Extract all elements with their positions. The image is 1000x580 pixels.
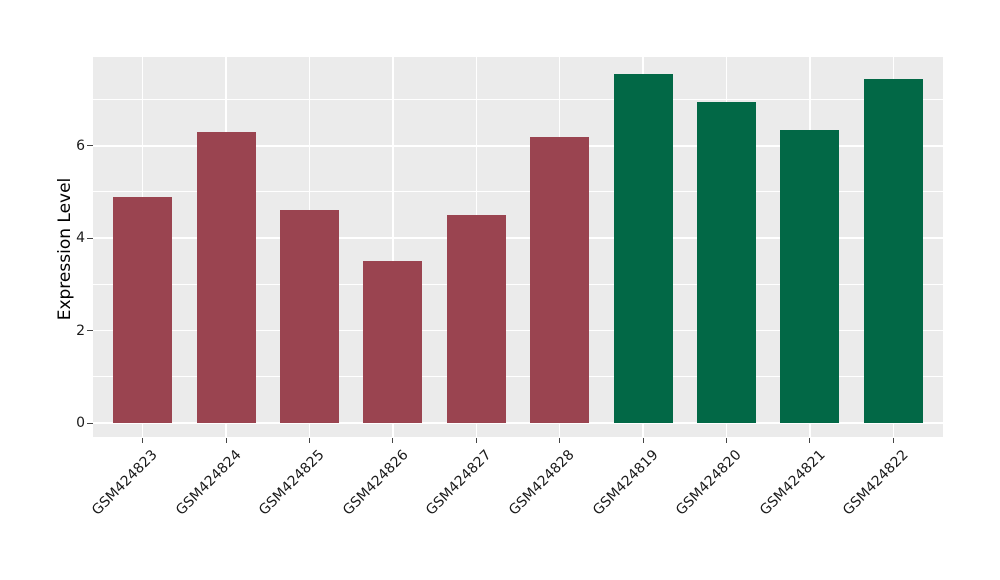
y-tick-label: 0 bbox=[76, 415, 85, 432]
plot-area bbox=[93, 57, 943, 437]
x-tick-label: GSM424825 bbox=[256, 447, 328, 519]
gridline-h-major bbox=[93, 329, 943, 332]
bar bbox=[530, 136, 590, 424]
x-tick-mark bbox=[809, 438, 811, 443]
y-tick-mark bbox=[87, 237, 93, 239]
y-tick-label: 2 bbox=[76, 322, 85, 339]
y-tick-mark bbox=[87, 330, 93, 332]
x-tick-mark bbox=[725, 438, 728, 443]
x-tick-label: GSM424820 bbox=[673, 447, 745, 519]
bar bbox=[196, 131, 256, 424]
x-tick-label: GSM424828 bbox=[506, 447, 579, 519]
bar bbox=[446, 215, 506, 424]
x-tick-mark bbox=[559, 438, 561, 443]
gridline-h-minor bbox=[93, 376, 943, 378]
x-tick-label: GSM424822 bbox=[840, 447, 912, 519]
x-tick-mark bbox=[475, 438, 477, 443]
y-tick-mark bbox=[87, 422, 93, 424]
x-tick-label: GSM424827 bbox=[423, 447, 495, 519]
x-tick-mark bbox=[392, 438, 394, 443]
bar bbox=[697, 101, 756, 424]
bar bbox=[113, 196, 173, 424]
x-tick-mark bbox=[308, 438, 311, 443]
bar bbox=[613, 74, 673, 424]
y-axis-label: Expression Level bbox=[55, 177, 75, 321]
gridline-h-minor bbox=[93, 191, 943, 193]
y-tick-label: 4 bbox=[76, 230, 85, 247]
x-tick-label: GSM424823 bbox=[89, 447, 162, 519]
gridline-h-major bbox=[93, 145, 943, 147]
bar bbox=[280, 210, 339, 424]
bar bbox=[780, 129, 840, 424]
x-tick-label: GSM424824 bbox=[172, 447, 245, 519]
x-tick-mark bbox=[142, 438, 144, 443]
gridline-h-minor bbox=[93, 99, 943, 101]
gridline-h-minor bbox=[93, 283, 943, 285]
y-tick-label: 6 bbox=[76, 137, 85, 154]
x-tick-label: GSM424819 bbox=[589, 447, 662, 519]
bar bbox=[863, 78, 923, 424]
y-tick-mark bbox=[87, 145, 93, 147]
x-tick-mark bbox=[225, 438, 227, 443]
x-tick-label: GSM424826 bbox=[339, 447, 412, 519]
gridline-h-major bbox=[93, 422, 943, 424]
x-tick-mark bbox=[642, 438, 644, 443]
x-tick-label: GSM424821 bbox=[756, 447, 829, 519]
gridline-v-major bbox=[392, 57, 394, 437]
gridline-h-major bbox=[93, 237, 943, 239]
x-tick-mark bbox=[892, 438, 894, 443]
bar bbox=[363, 261, 423, 424]
